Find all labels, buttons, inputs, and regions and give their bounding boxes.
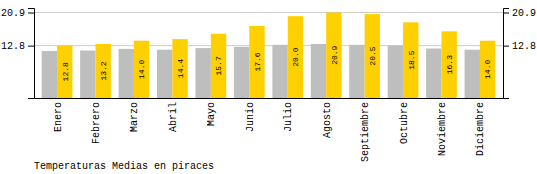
x-tick-label: Mayo: [206, 102, 217, 126]
x-tick: Junio: [245, 102, 256, 132]
data-label: 13.2: [99, 61, 108, 80]
y2-tick: 12.8: [503, 41, 536, 52]
data-label: 18.5: [407, 50, 416, 69]
x-tick: Noviembre: [437, 102, 448, 156]
x-tick-label: Junio: [245, 102, 256, 132]
x-tick: Abril: [168, 102, 179, 132]
bar: [80, 51, 95, 98]
data-label: 14.0: [483, 60, 492, 79]
title: Temperaturas Medias en piraces: [34, 161, 214, 172]
x-axis: Enero Febrero Marzo Abril Mayo Junio Julio Agos…: [35, 99, 504, 163]
bar: [57, 46, 72, 98]
plot: 12.8 13.2 14.0 14.4 15.7 17.6 20.0 20.9 20.5 18.5…: [1, 8, 536, 162]
x-tick: Febrero: [91, 102, 102, 144]
data-label: 16.3: [445, 55, 454, 74]
x-tick-label: Febrero: [91, 102, 102, 144]
x-tick-label: Agosto: [322, 102, 333, 138]
y-tick: 20.9: [1, 8, 34, 19]
data-label: 14.4: [176, 59, 185, 78]
bar: [119, 49, 134, 98]
x-tick-label: Septiembre: [360, 102, 371, 162]
x-axis-line: [35, 98, 504, 99]
x-tick: Marzo: [129, 102, 140, 132]
bar: [480, 41, 495, 98]
x-tick-label: Abril: [168, 102, 179, 132]
data-label: 14.0: [137, 60, 146, 79]
y-tick-mark: [28, 13, 34, 14]
bar: [365, 14, 380, 98]
y-axis: 12.8 20.9: [1, 8, 35, 98]
x-tick-label: Octubre: [399, 102, 410, 144]
bar: [42, 51, 57, 98]
x-tick: Diciembre: [475, 102, 486, 156]
data-label: 20.0: [291, 47, 300, 66]
bar: [234, 47, 249, 98]
bar: [349, 45, 364, 98]
chart: 12.8 13.2 14.0 14.4 15.7 17.6 20.0 20.9 20.5 18.5…: [0, 0, 537, 174]
x-tick: Enero: [53, 102, 64, 132]
bar: [157, 50, 172, 98]
bar: [211, 34, 226, 98]
data-label: 20.5: [368, 46, 377, 65]
bar: [195, 48, 210, 98]
x-tick-label: Marzo: [129, 102, 140, 132]
y2-axis: 12.8 20.9: [503, 8, 536, 98]
y-axis-line: [28, 9, 35, 99]
bar: [96, 44, 111, 98]
x-tick: Julio: [283, 102, 294, 132]
y2-tick-label: 12.8: [512, 41, 536, 52]
data-label: 20.9: [330, 45, 339, 64]
data-label: 12.8: [61, 62, 70, 81]
y2-tick-mark: [503, 13, 509, 14]
grid: [34, 13, 503, 46]
bar: [388, 46, 403, 98]
x-tick: Octubre: [399, 102, 410, 144]
x-tick-label: Diciembre: [475, 102, 486, 156]
y2-tick-mark: [503, 46, 509, 47]
bar: [272, 45, 287, 98]
data-label: 17.6: [253, 52, 262, 71]
data-labels: 12.8 13.2 14.0 14.4 15.7 17.6 20.0 20.9 20.5 18.5…: [61, 45, 493, 81]
x-tick-label: Enero: [53, 102, 64, 132]
grid-line: [34, 12, 503, 13]
y-tick: 12.8: [1, 41, 34, 52]
bar: [311, 44, 326, 98]
y2-tick: 20.9: [503, 8, 536, 19]
data-label: 15.7: [214, 56, 223, 75]
bar: [441, 31, 456, 98]
bar: [403, 22, 418, 98]
bar: [249, 26, 264, 98]
y-tick-label: 12.8: [1, 41, 25, 52]
y-tick-label: 20.9: [1, 8, 25, 19]
x-tick-label: Julio: [283, 102, 294, 132]
bar: [288, 16, 303, 98]
bar: [465, 50, 480, 98]
y-tick-mark: [28, 46, 34, 47]
bar-series: [57, 13, 495, 99]
x-tick: Mayo: [206, 102, 217, 126]
x-tick: Agosto: [322, 102, 333, 138]
bars: [42, 13, 496, 99]
bar: [134, 41, 149, 98]
x-tick-label: Noviembre: [437, 102, 448, 156]
bar: [326, 13, 341, 99]
y2-axis-line: [504, 9, 510, 99]
y2-tick-label: 20.9: [512, 8, 536, 19]
bar: [426, 49, 441, 99]
x-tick: Septiembre: [360, 102, 371, 162]
bar: [172, 39, 187, 98]
